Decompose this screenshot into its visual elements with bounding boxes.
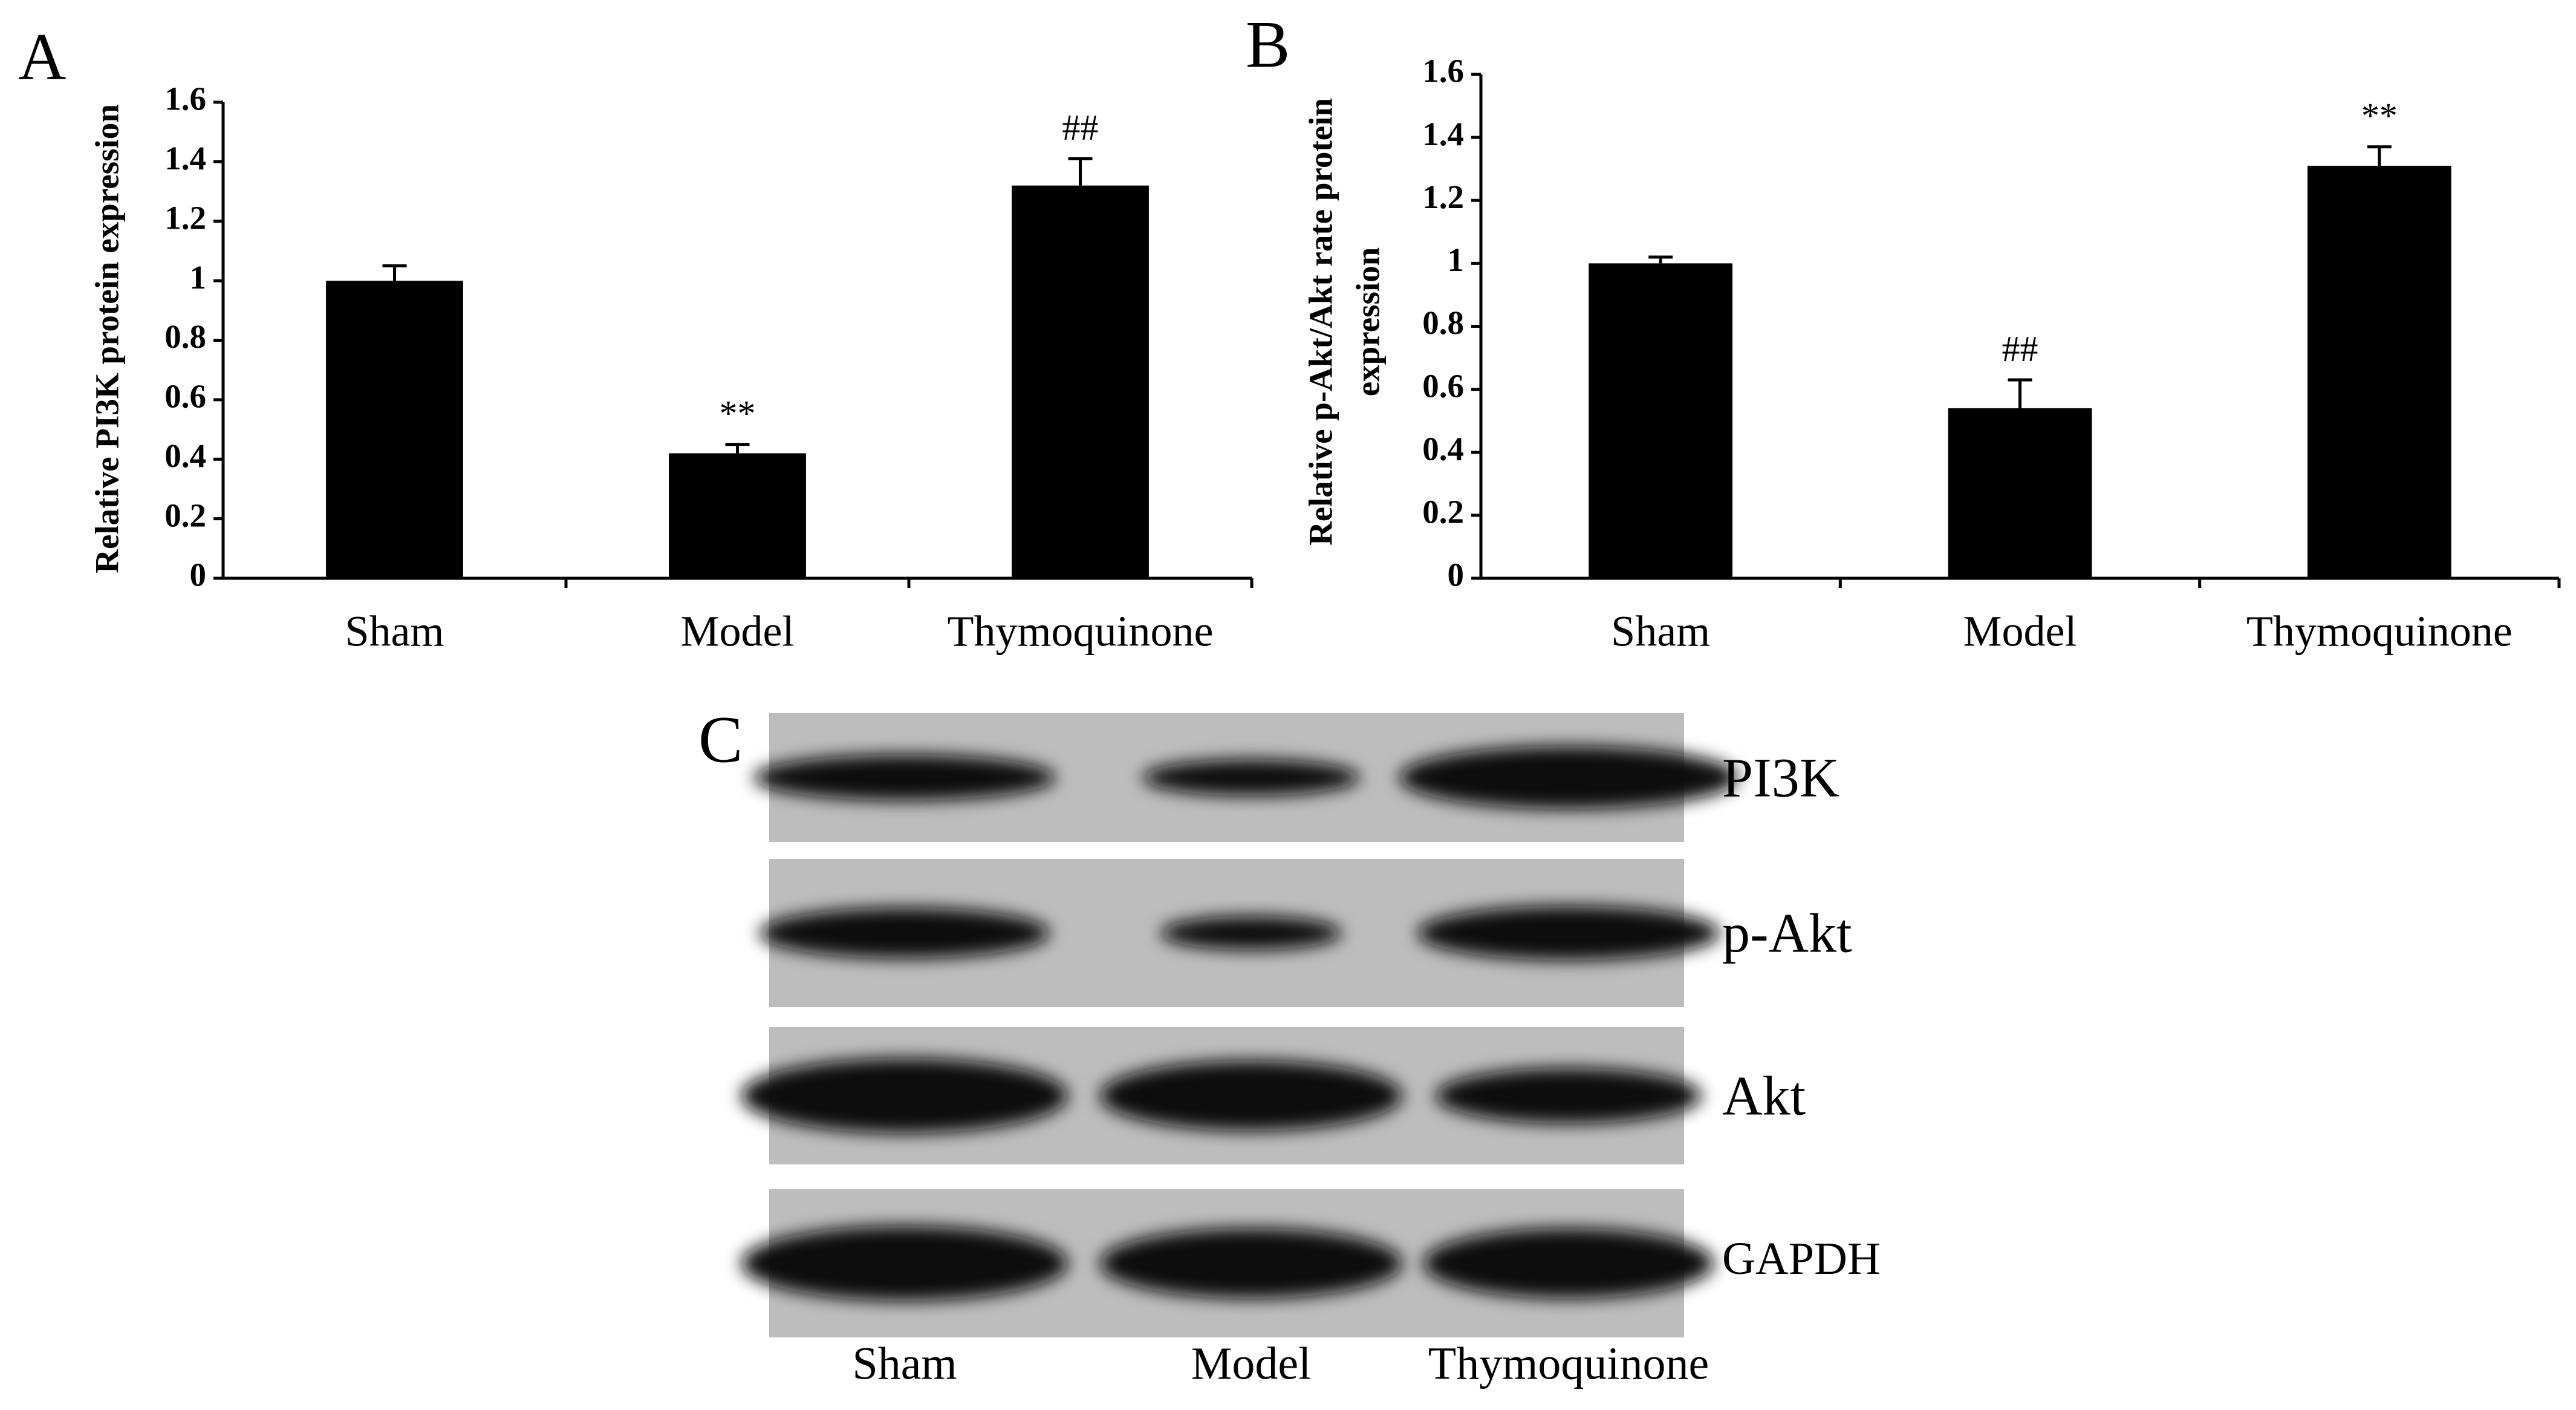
bar	[326, 281, 463, 578]
blot-lane-label: Model	[1191, 1338, 1311, 1389]
blot-band	[1142, 759, 1360, 796]
y-tick-label: 1.2	[1422, 178, 1464, 215]
blot-band	[741, 1058, 1068, 1134]
bar	[669, 453, 806, 578]
y-axis-label: expression	[1350, 247, 1387, 397]
x-tick-label: Sham	[345, 607, 444, 656]
blot-band	[741, 1226, 1068, 1301]
x-tick-label: Model	[681, 607, 795, 656]
significance-label: ##	[1062, 108, 1099, 148]
blot-row-label: GAPDH	[1722, 1233, 1881, 1284]
blot-band	[1417, 906, 1720, 961]
blot-band	[1100, 1060, 1402, 1131]
blot-strip	[753, 713, 1738, 842]
panel-label: C	[698, 702, 743, 776]
y-tick-label: 0.2	[1422, 494, 1464, 530]
y-tick-label: 0.4	[1422, 430, 1464, 467]
x-tick-label: Sham	[1611, 607, 1710, 656]
blot-band	[1100, 1228, 1402, 1299]
y-tick-label: 1	[1448, 241, 1465, 278]
significance-label: **	[720, 393, 756, 433]
y-tick-label: 0	[190, 556, 207, 593]
blot-row-label: p-Akt	[1722, 902, 1852, 964]
y-tick-label: 1.6	[164, 80, 206, 117]
panel-label: A	[18, 19, 66, 93]
blot-strip	[741, 1189, 1714, 1337]
y-tick-label: 0.8	[164, 318, 206, 355]
y-tick-label: 1.4	[1422, 116, 1464, 152]
y-tick-label: 0.2	[164, 497, 206, 534]
blot-band	[759, 907, 1050, 959]
blot-strip	[759, 859, 1720, 1007]
y-tick-label: 0.6	[1422, 367, 1464, 404]
blot-band	[1160, 916, 1342, 950]
blot-band	[753, 754, 1056, 801]
blot-lane-label: Thymoquinone	[1428, 1338, 1709, 1389]
significance-label: ##	[2002, 329, 2038, 369]
bar	[1948, 408, 2092, 578]
x-tick-label: Thymoquinone	[2246, 607, 2513, 656]
y-tick-label: 0.6	[164, 378, 206, 415]
y-tick-label: 1.2	[164, 199, 206, 236]
blot-row-label: PI3K	[1722, 747, 1839, 809]
x-tick-label: Model	[1963, 607, 2077, 656]
bar	[1589, 263, 1733, 578]
y-axis-label: Relative PI3K protein expression	[89, 104, 126, 573]
blot-strip	[741, 1027, 1702, 1164]
blot-band	[1423, 1228, 1714, 1299]
y-tick-label: 0.8	[1422, 304, 1464, 341]
bar	[2307, 165, 2451, 578]
y-tick-label: 1.4	[164, 140, 206, 177]
bar	[1012, 185, 1149, 579]
y-tick-label: 1	[190, 259, 207, 296]
x-tick-label: Thymoquinone	[948, 607, 1214, 656]
panel-label: B	[1246, 7, 1290, 81]
y-tick-label: 1.6	[1422, 53, 1464, 90]
blot-row-label: Akt	[1722, 1065, 1806, 1127]
blot-band	[1399, 746, 1738, 809]
blot-lane-label: Sham	[852, 1338, 957, 1389]
y-tick-label: 0.4	[164, 437, 206, 474]
blot-band	[1436, 1068, 1702, 1124]
significance-label: **	[2361, 96, 2398, 136]
y-axis-label: Relative p-Akt/Akt rate protein	[1303, 98, 1339, 546]
y-tick-label: 0	[1448, 556, 1465, 593]
